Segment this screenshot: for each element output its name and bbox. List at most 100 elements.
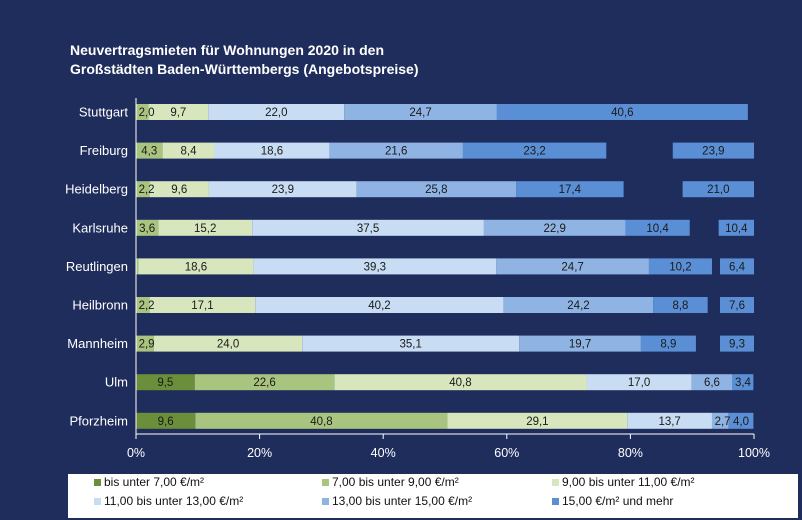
bar-segment-freiburg-s1 — [136, 142, 163, 159]
chart-title-line-2: Großstädten Baden-Württembergs (Angebots… — [70, 61, 418, 77]
bar-segment-freiburg-s5 — [462, 142, 607, 159]
legend-label-2: 9,00 bis unter 11,00 €/m² — [562, 475, 695, 489]
legend-label-5: 15,00 €/m² und mehr — [562, 494, 673, 508]
legend: bis unter 7,00 €/m² 7,00 bis unter 9,00 €… — [94, 475, 695, 508]
value-label-freiburg-s1: 4,3 — [141, 146, 157, 158]
value-label-heidelberg-s3: 23,9 — [272, 184, 294, 196]
bar-segment-pforzheim-s2 — [447, 412, 628, 429]
value-label-stuttgart-s4: 24,7 — [409, 107, 431, 119]
legend-swatch-5 — [552, 498, 559, 505]
value-label-mannheim-s5: 8,9 — [660, 339, 676, 351]
category-labels: Stuttgart Freiburg Heidelberg Karlsruhe Reut… — [65, 105, 128, 429]
x-tick-label-5: 100% — [738, 446, 770, 460]
bar-segment-pforzheim-s5 — [728, 412, 754, 429]
bar-segment-heilbronn-extra — [720, 297, 754, 313]
x-tick-label-4: 80% — [618, 446, 643, 460]
bar-segment-karlsruhe-extra — [718, 219, 754, 236]
category-label-freiburg: Freiburg — [80, 143, 128, 158]
value-label-heidelberg-s5: 17,4 — [559, 184, 582, 196]
bar-segment-karlsruhe-s2 — [158, 219, 253, 236]
bar-segment-reutlingen-extra — [720, 258, 754, 275]
bar-segment-ulm-s0 — [136, 374, 195, 391]
value-label-freiburg-s2: 8,4 — [181, 146, 198, 158]
category-label-mannheim: Mannheim — [67, 336, 128, 351]
bar-segment-heidelberg-extra — [682, 181, 754, 198]
bar-segment-freiburg-extra — [672, 142, 754, 159]
value-label-heilbronn-extra: 7,6 — [729, 300, 745, 312]
value-label-mannheim-s3: 35,1 — [400, 339, 422, 351]
x-tick-label-3: 60% — [494, 446, 519, 460]
bar-segment-reutlingen-s3 — [253, 258, 497, 275]
value-label-mannheim-s2: 24,0 — [217, 339, 239, 351]
legend-swatch-0 — [94, 479, 101, 486]
category-label-heilbronn: Heilbronn — [72, 298, 128, 313]
category-label-pforzheim: Pforzheim — [69, 413, 128, 428]
bar-segment-stuttgart-s3 — [208, 104, 345, 120]
category-label-ulm: Ulm — [105, 375, 128, 390]
value-label-heilbronn-s3: 40,2 — [368, 300, 390, 312]
bar-segment-heidelberg-s1 — [136, 181, 150, 198]
bar-segment-pforzheim-s0 — [136, 412, 196, 429]
value-label-karlsruhe-s3: 37,5 — [357, 223, 379, 235]
bar-segment-ulm-s5 — [732, 374, 754, 391]
value-label-ulm-s0: 9,5 — [157, 377, 173, 389]
bar-segment-heilbronn-s4 — [503, 297, 654, 313]
value-label-pforzheim-s4: 2,7 — [715, 416, 731, 428]
value-label-ulm-s4: 6,6 — [704, 377, 720, 389]
legend-swatch-3 — [94, 498, 101, 505]
value-label-pforzheim-s2: 29,1 — [526, 416, 548, 428]
bar-segment-pforzheim-s3 — [627, 412, 712, 429]
bar-segment-heidelberg-s5 — [516, 181, 624, 198]
value-label-reutlingen-s2: 18,6 — [185, 261, 207, 273]
x-tick-label-2: 40% — [371, 446, 396, 460]
value-label-reutlingen-s3: 39,3 — [364, 261, 386, 273]
bar-segment-mannheim-s1 — [136, 335, 154, 352]
bar-segment-heilbronn-s2 — [149, 297, 256, 313]
x-axis: 0% 20% 40% 60% 80% 100% — [127, 98, 770, 460]
bar-segment-freiburg-s3 — [214, 142, 330, 159]
value-label-karlsruhe-s2: 15,2 — [194, 223, 216, 235]
value-label-ulm-s5: 3,4 — [735, 377, 752, 389]
bar-segment-stuttgart-s1 — [136, 104, 149, 120]
bar-segment-karlsruhe-s3 — [252, 219, 484, 236]
value-label-karlsruhe-extra: 10,4 — [725, 223, 748, 235]
bar-segment-mannheim-s4 — [519, 335, 641, 352]
chart-title-line-1: Neuvertragsmieten für Wohnungen 2020 in … — [70, 42, 384, 58]
bar-segment-mannheim-s5 — [640, 335, 696, 352]
legend-swatch-1 — [322, 479, 329, 486]
value-label-karlsruhe-s4: 22,9 — [543, 223, 565, 235]
bar-segment-freiburg-s4 — [329, 142, 463, 159]
legend-swatch-2 — [552, 479, 559, 486]
bar-segment-pforzheim-s4 — [711, 412, 729, 429]
value-label-heidelberg-extra: 21,0 — [707, 184, 729, 196]
value-label-stuttgart-s3: 22,0 — [265, 107, 287, 119]
category-label-karlsruhe: Karlsruhe — [72, 220, 128, 235]
category-label-heidelberg: Heidelberg — [65, 182, 128, 197]
bar-segment-karlsruhe-s1 — [136, 219, 159, 236]
bar-segment-mannheim-s2 — [153, 335, 303, 352]
value-label-freiburg-s5: 23,2 — [523, 146, 545, 158]
value-label-heidelberg-s2: 9,6 — [171, 184, 187, 196]
value-label-stuttgart-s2: 9,7 — [170, 107, 186, 119]
value-label-karlsruhe-s1: 3,6 — [139, 223, 155, 235]
legend-swatch-4 — [322, 498, 329, 505]
value-label-heilbronn-s4: 24,2 — [567, 300, 589, 312]
x-tick-label-0: 0% — [127, 446, 145, 460]
value-label-stuttgart-s1: 2,0 — [139, 107, 155, 119]
bar-segment-heilbronn-s1 — [136, 297, 150, 313]
category-label-stuttgart: Stuttgart — [79, 105, 129, 120]
value-label-pforzheim-s5: 4,0 — [733, 416, 749, 428]
x-tick-label-1: 20% — [247, 446, 272, 460]
legend-label-3: 11,00 bis unter 13,00 €/m² — [104, 494, 243, 508]
bar-segment-mannheim-s3 — [302, 335, 520, 352]
value-label-ulm-s3: 17,0 — [628, 377, 650, 389]
value-label-heilbronn-s1: 2,2 — [139, 300, 155, 312]
bar-segment-stuttgart-s4 — [344, 104, 497, 120]
bar-segment-heidelberg-s2 — [149, 181, 209, 198]
bar-segment-reutlingen-s5 — [648, 258, 712, 275]
value-label-mannheim-s4: 19,7 — [569, 339, 591, 351]
value-label-ulm-s1: 22,6 — [253, 377, 275, 389]
bar-segment-freiburg-s2 — [162, 142, 215, 159]
legend-label-4: 13,00 bis unter 15,00 €/m² — [332, 494, 472, 508]
